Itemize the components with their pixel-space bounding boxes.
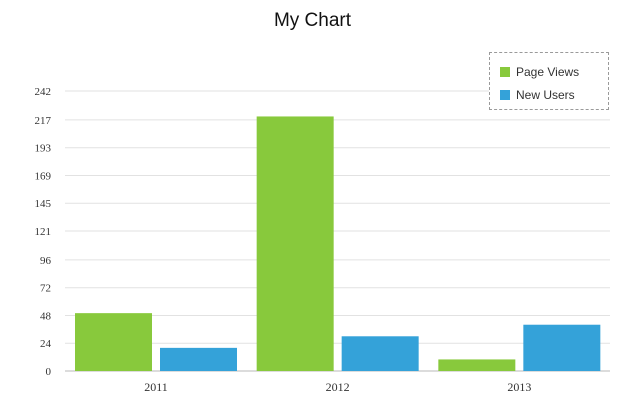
- legend-label-page-views: Page Views: [516, 65, 580, 79]
- y-tick-label: 193: [35, 143, 52, 155]
- y-tick-label: 0: [46, 366, 52, 378]
- bar-new-users-2013[interactable]: [523, 324, 601, 371]
- y-tick-label: 242: [35, 86, 52, 98]
- chart-title: My Chart: [273, 10, 352, 31]
- legend-label-new-users: New Users: [516, 88, 575, 102]
- y-tick-label: 48: [40, 310, 52, 322]
- bars: [75, 116, 601, 371]
- y-axis: 0 24 48 72 96 121 145 169 193 217 242: [35, 86, 52, 378]
- x-tick-label: 2013: [507, 380, 531, 394]
- bar-new-users-2012[interactable]: [341, 336, 419, 371]
- y-tick-label: 217: [35, 115, 52, 127]
- bar-page-views-2011[interactable]: [75, 313, 152, 371]
- x-axis: 2011 2012 2013: [144, 380, 531, 394]
- y-tick-label: 24: [40, 338, 52, 350]
- y-tick-label: 96: [40, 255, 52, 267]
- x-tick-label: 2011: [144, 380, 168, 394]
- y-tick-label: 72: [40, 283, 51, 295]
- y-tick-label: 121: [35, 226, 52, 238]
- legend: Page Views New Users: [489, 52, 609, 110]
- y-tick-label: 169: [35, 170, 52, 182]
- legend-item-page-views[interactable]: Page Views: [500, 62, 608, 82]
- legend-swatch-new-users: [500, 90, 510, 100]
- bar-page-views-2013[interactable]: [438, 359, 516, 371]
- bar-new-users-2011[interactable]: [160, 347, 237, 371]
- bar-page-views-2012[interactable]: [256, 116, 334, 371]
- y-tick-label: 145: [35, 198, 52, 210]
- x-tick-label: 2012: [326, 380, 350, 394]
- legend-item-new-users[interactable]: New Users: [500, 85, 608, 105]
- legend-swatch-page-views: [500, 67, 510, 77]
